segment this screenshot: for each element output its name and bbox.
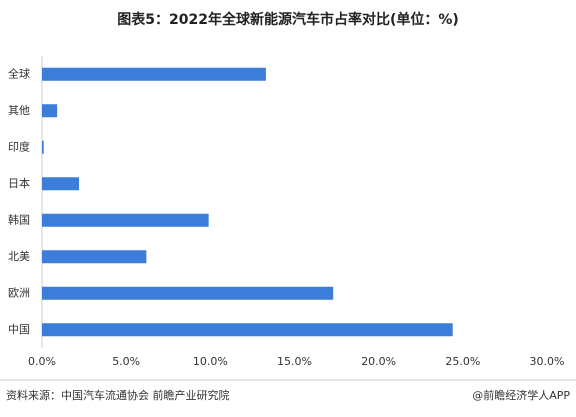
x-tick-label: 0.0% xyxy=(28,355,56,368)
y-tick-label: 其他 xyxy=(8,104,30,117)
y-tick-label: 日本 xyxy=(8,176,30,190)
y-tick-label: 印度 xyxy=(8,139,30,153)
bar xyxy=(42,104,58,118)
bar xyxy=(42,286,334,300)
y-tick-label: 欧洲 xyxy=(8,286,30,299)
bar xyxy=(42,67,266,81)
x-tick-label: 15.0% xyxy=(277,355,312,368)
x-tick-label: 10.0% xyxy=(193,355,228,368)
y-tick-label: 中国 xyxy=(8,323,30,336)
chart-title: 图表5：2022年全球新能源汽车市占率对比(单位：%) xyxy=(117,11,459,28)
x-tick-label: 30.0% xyxy=(530,355,565,368)
x-tick-label: 25.0% xyxy=(445,355,480,368)
y-tick-label: 北美 xyxy=(8,250,30,263)
brand: @前瞻经济学人APP xyxy=(472,388,570,402)
bar xyxy=(42,250,147,264)
bar xyxy=(42,140,44,154)
bar xyxy=(42,323,453,337)
source: 资料来源：中国汽车流通协会 前瞻产业研究院 xyxy=(6,388,230,402)
bar xyxy=(42,213,209,227)
y-tick-label: 韩国 xyxy=(8,212,30,226)
x-tick-label: 20.0% xyxy=(361,355,396,368)
bar xyxy=(42,177,80,191)
y-tick-label: 全球 xyxy=(8,66,30,80)
x-tick-label: 5.0% xyxy=(112,355,140,368)
